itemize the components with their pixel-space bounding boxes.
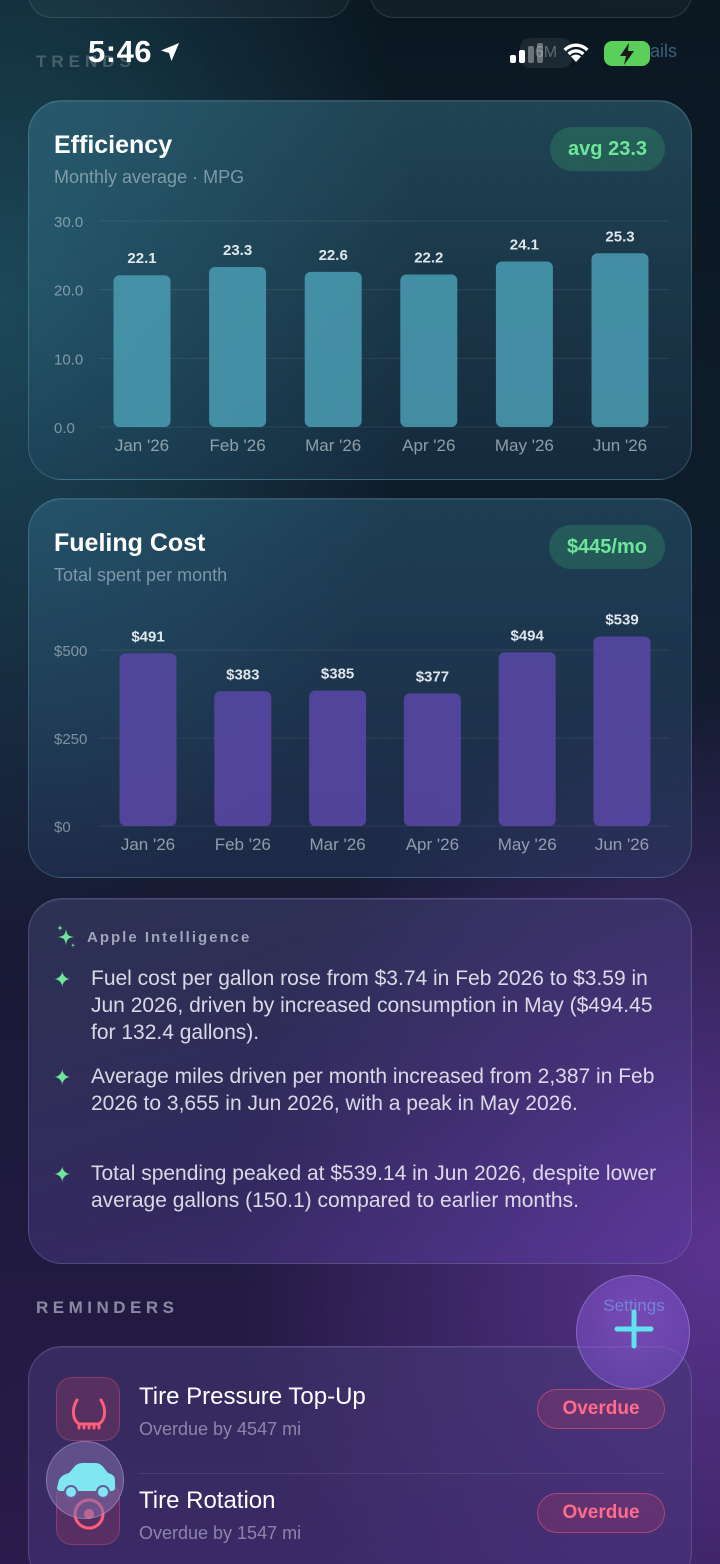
cellular-signal-icon: [510, 43, 550, 63]
chart-bar: [309, 690, 367, 826]
sparkle-bullet-icon: ✦: [53, 967, 72, 992]
chart-bar: [495, 261, 553, 427]
sparkle-bullet-icon: ✦: [53, 1162, 72, 1187]
car-bubble[interactable]: [46, 1441, 124, 1519]
y-tick-label: 0.0: [54, 420, 75, 437]
chart-bar: [119, 653, 177, 826]
row-divider: [139, 1473, 665, 1474]
y-tick-label: 10.0: [54, 351, 83, 368]
chart-bar: [113, 275, 171, 427]
insight-item: ✦ Fuel cost per gallon rose from $3.74 i…: [53, 965, 673, 1046]
chart-bar: [209, 267, 267, 427]
reminders-card: Tire Pressure Top-Up Overdue by 4547 mi …: [28, 1346, 692, 1564]
settings-faded-label: Settings: [603, 1296, 665, 1315]
data-label: 23.3: [223, 242, 252, 259]
status-bar: TRENDS 5:46 6M Details: [0, 0, 720, 100]
y-tick-label: 30.0: [54, 214, 83, 231]
range-selector-6m[interactable]: 6M: [520, 38, 572, 68]
data-label: 24.1: [510, 237, 539, 254]
x-tick-label: Feb '26: [210, 436, 266, 455]
x-tick-label: May '26: [498, 835, 557, 854]
chart-bar: [400, 274, 458, 427]
chart-bar: [591, 253, 649, 427]
data-label: 25.3: [605, 228, 634, 245]
plus-icon: [614, 1309, 654, 1349]
reminder-row-tire-pressure[interactable]: Tire Pressure Top-Up Overdue by 4547 mi …: [29, 1363, 693, 1474]
insight-text: Fuel cost per gallon rose from $3.74 in …: [91, 967, 653, 1044]
chart-bar: [403, 693, 461, 826]
fueling-cost-average-badge: $445/mo: [548, 525, 665, 569]
y-tick-label: $0: [54, 819, 71, 836]
x-tick-label: Jan '26: [115, 436, 169, 455]
y-tick-label: 20.0: [54, 283, 83, 300]
sparkle-bullet-icon: ✦: [53, 1065, 72, 1090]
sparkles-icon: [57, 925, 75, 948]
data-label: $377: [416, 668, 449, 685]
x-tick-label: Jun '26: [593, 436, 647, 455]
data-label: $385: [321, 666, 354, 683]
x-tick-label: Mar '26: [310, 835, 366, 854]
x-tick-label: Feb '26: [215, 835, 271, 854]
battery-icon: [604, 41, 650, 66]
efficiency-average-badge: avg 23.3: [550, 127, 665, 171]
fueling-cost-title: Fueling Cost: [54, 529, 206, 557]
x-tick-label: Jan '26: [121, 835, 175, 854]
chart-bar: [593, 636, 651, 826]
overdue-badge: Overdue: [537, 1389, 665, 1429]
efficiency-card[interactable]: Efficiency Monthly average · MPG avg 23.…: [28, 100, 692, 480]
add-button[interactable]: Settings: [576, 1275, 690, 1389]
chart-bar: [304, 271, 362, 427]
insight-text: Total spending peaked at $539.14 in Jun …: [91, 1162, 657, 1212]
data-label: $539: [605, 611, 638, 628]
data-label: 22.6: [319, 247, 348, 264]
fueling-cost-subtitle: Total spent per month: [54, 565, 228, 585]
status-time: 5:46: [88, 34, 153, 69]
apple-intelligence-label: Apple Intelligence: [87, 928, 252, 946]
efficiency-bar-chart: 0.0 10.0 20.0 30.0 22.1 Jan '26 23.3 Feb '26 22.…: [54, 214, 669, 455]
x-tick-label: May '26: [495, 436, 554, 455]
reminder-subtitle: Overdue by 1547 mi: [139, 1523, 302, 1543]
x-tick-label: Apr '26: [406, 835, 459, 854]
reminder-title: Tire Rotation: [139, 1487, 276, 1514]
apple-intelligence-card: Apple Intelligence ✦ Fuel cost per gallo…: [28, 898, 692, 1264]
chart-bar: [498, 652, 556, 826]
y-tick-label: $250: [54, 731, 87, 748]
section-header-trends: TRENDS: [36, 52, 136, 71]
reminders-section-header: REMINDERS: [36, 1298, 179, 1317]
car-icon: [57, 1463, 115, 1499]
chart-bar: [214, 691, 272, 826]
data-label: 22.2: [414, 250, 443, 267]
reminder-title: Tire Pressure Top-Up: [139, 1383, 366, 1410]
x-tick-label: Apr '26: [402, 436, 455, 455]
apple-intelligence-header: Apple Intelligence: [55, 925, 251, 949]
x-tick-label: Jun '26: [595, 835, 649, 854]
data-label: 22.1: [127, 250, 156, 267]
tire-pressure-icon: [56, 1377, 120, 1441]
insight-item: ✦ Average miles driven per month increas…: [53, 1063, 673, 1117]
location-arrow-icon: [161, 43, 179, 61]
efficiency-subtitle: Monthly average · MPG: [54, 167, 245, 187]
insight-item: ✦ Total spending peaked at $539.14 in Ju…: [53, 1160, 673, 1214]
overdue-badge: Overdue: [537, 1493, 665, 1533]
fueling-cost-card[interactable]: Fueling Cost Total spent per month $445/…: [28, 498, 692, 878]
insight-text: Average miles driven per month increased…: [91, 1065, 655, 1115]
x-tick-label: Mar '26: [305, 436, 361, 455]
efficiency-title: Efficiency: [54, 131, 173, 159]
charging-bolt-icon: [620, 43, 634, 65]
reminder-subtitle: Overdue by 4547 mi: [139, 1419, 302, 1439]
data-label: $383: [226, 666, 259, 683]
reminder-row-tire-rotation[interactable]: Tire Rotation Overdue by 1547 mi Overdue: [29, 1467, 693, 1564]
data-label: $491: [131, 628, 164, 645]
data-label: $494: [511, 627, 545, 644]
y-tick-label: $500: [54, 643, 87, 660]
wifi-icon: [563, 43, 589, 62]
fueling-cost-bar-chart: $0 $250 $500 $491 Jan '26 $383 Feb '26 $385 Mar …: [54, 611, 669, 854]
